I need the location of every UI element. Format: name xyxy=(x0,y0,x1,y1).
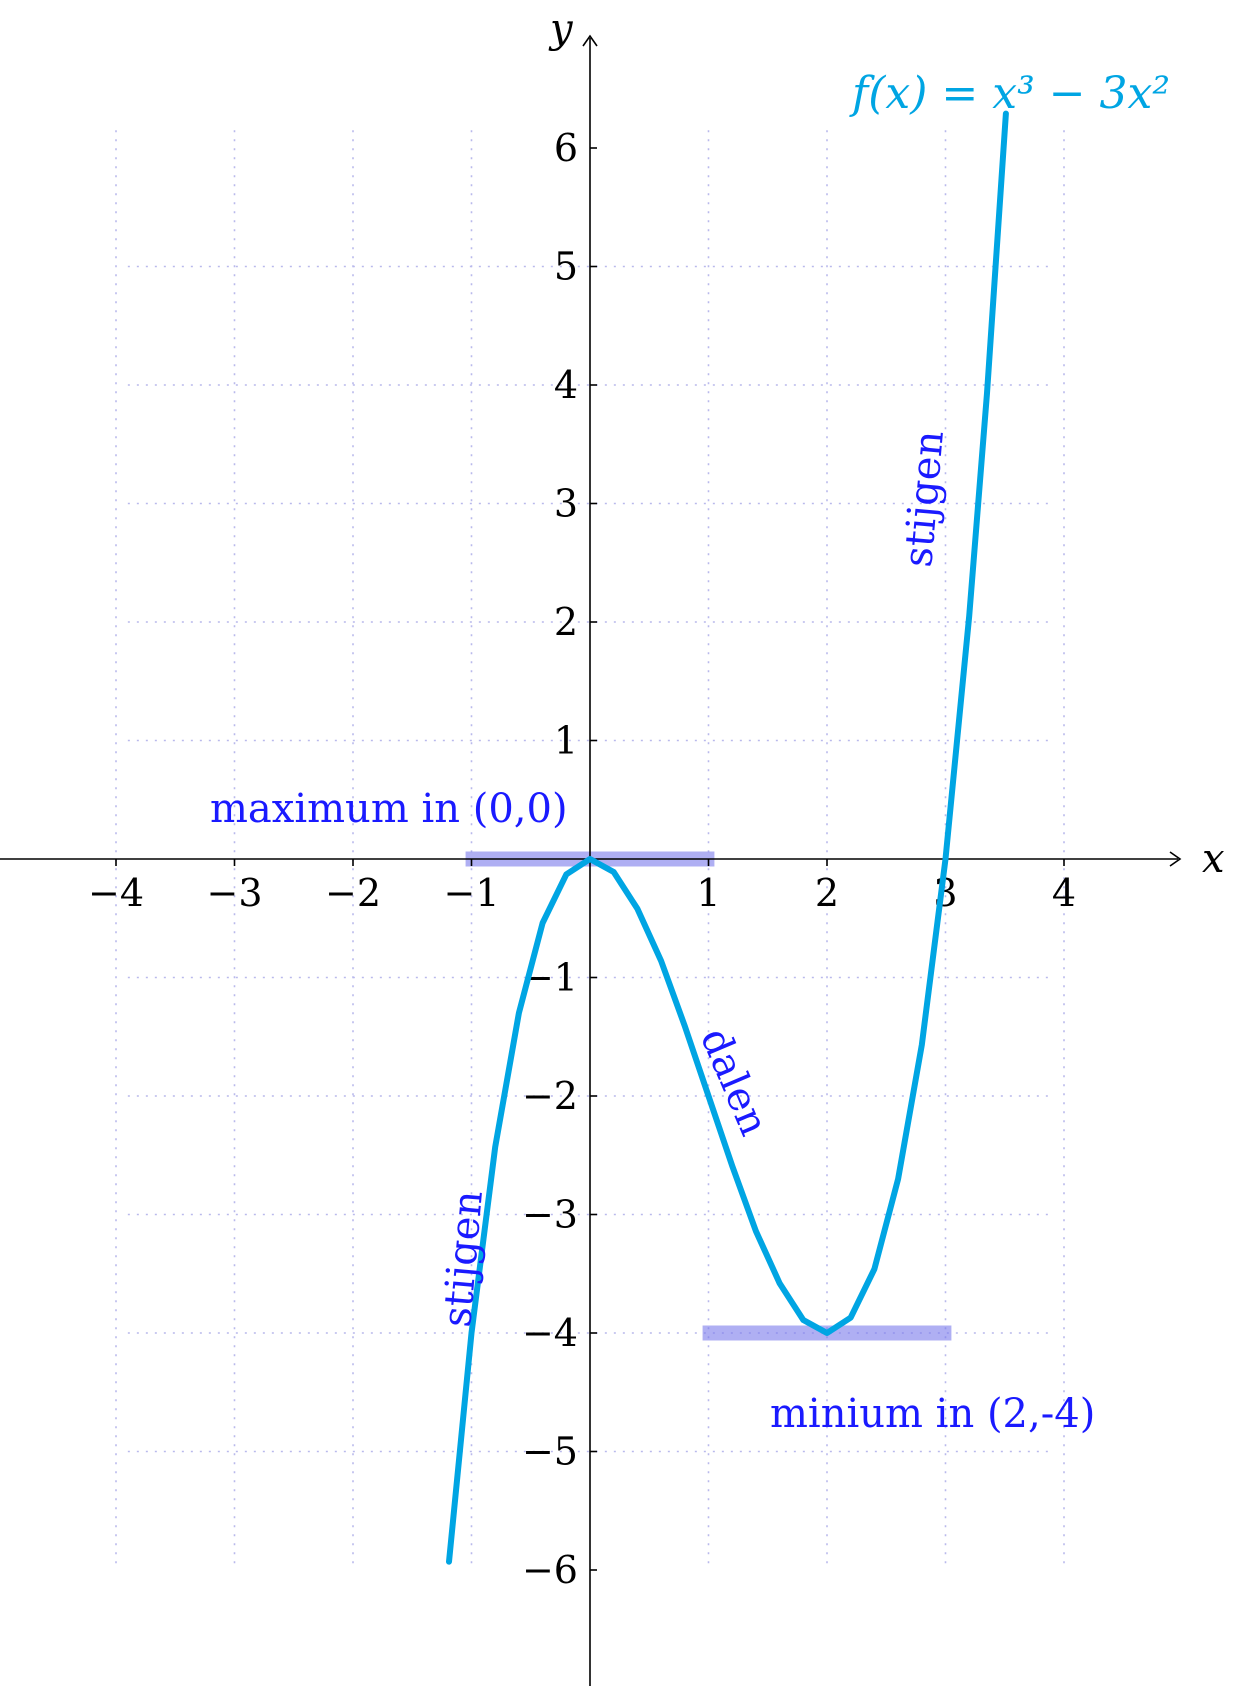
y-tick-label: 5 xyxy=(554,245,578,289)
y-tick-label: 2 xyxy=(554,600,578,644)
x-axis-arrow xyxy=(1169,851,1182,867)
y-tick-label: 6 xyxy=(554,126,578,170)
y-tick-label: −4 xyxy=(522,1311,578,1355)
curve-group xyxy=(446,110,1009,1565)
x-tick-label: 4 xyxy=(1052,871,1076,915)
minimum-label: minium in (2,-4) xyxy=(770,1391,1095,1437)
y-tick-label: −6 xyxy=(522,1548,578,1592)
rising-left-label: stijgen xyxy=(434,1189,492,1329)
y-tick-label: 4 xyxy=(554,363,578,407)
y-tick-label: 3 xyxy=(554,482,578,526)
tick-marks xyxy=(115,147,1065,1571)
y-tick-label: 1 xyxy=(554,719,578,763)
y-tick-label: −3 xyxy=(522,1193,578,1237)
y-tick-label: −2 xyxy=(522,1074,578,1118)
y-axis-arrow xyxy=(582,34,598,47)
function-label: f(x) = x³ − 3x² xyxy=(849,68,1170,119)
x-tick-label: 2 xyxy=(815,871,839,915)
rising-right-label: stijgen xyxy=(895,429,953,569)
x-axis-label: x xyxy=(1202,836,1225,882)
x-tick-label: −3 xyxy=(206,871,262,915)
y-tick-label: −5 xyxy=(522,1430,578,1474)
x-tick-label: 1 xyxy=(696,871,720,915)
x-tick-label: −2 xyxy=(325,871,381,915)
grid xyxy=(115,130,1065,1565)
maximum-label: maximum in (0,0) xyxy=(210,786,568,832)
function-curve xyxy=(446,110,1009,1565)
x-tick-label: −4 xyxy=(88,871,144,915)
x-tick-label: −1 xyxy=(443,871,499,915)
y-axis-label: y xyxy=(548,6,574,52)
